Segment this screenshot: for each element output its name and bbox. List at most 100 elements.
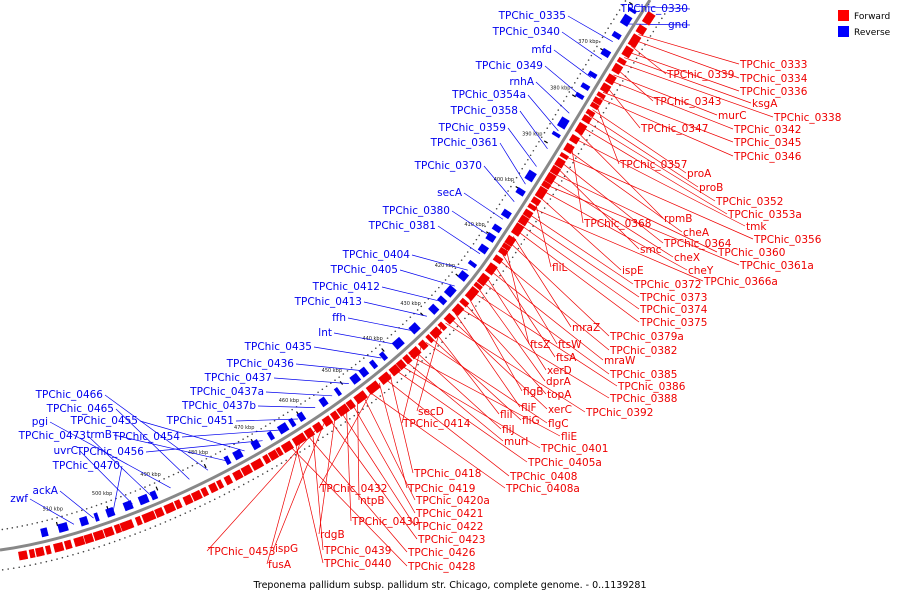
forward-leader-line: [294, 441, 324, 564]
track-dot: [451, 271, 453, 273]
forward-leader-line: [578, 132, 664, 219]
track-dot: [655, 26, 657, 28]
forward-gene-label: TPChic_0368: [583, 218, 651, 230]
reverse-gene-label: TPChic_0340: [492, 26, 560, 38]
track-dot: [464, 317, 466, 320]
reverse-legend-swatch: [838, 26, 849, 37]
forward-leader-line: [546, 184, 740, 266]
forward-leader-line: [289, 445, 408, 567]
track-dot: [204, 503, 206, 505]
forward-leader-line: [346, 407, 352, 522]
forward-gene-arrow: [604, 73, 617, 86]
track-dot: [168, 475, 170, 478]
track-dot: [358, 360, 361, 363]
track-dot: [588, 134, 591, 137]
track-dot: [520, 243, 523, 245]
track-dot: [390, 333, 393, 336]
track-dot: [308, 445, 311, 447]
track-dot: [278, 417, 280, 419]
forward-gene-label: TPChic_0373: [639, 292, 707, 304]
track-dot: [303, 448, 306, 450]
track-dot: [448, 275, 450, 277]
forward-gene-arrow: [134, 515, 143, 526]
forward-gene-arrow: [103, 526, 115, 538]
track-dot: [566, 171, 569, 173]
track-dot: [271, 467, 273, 470]
reverse-gene-arrow: [551, 130, 561, 139]
reverse-gene-arrow: [378, 351, 389, 361]
track-dot: [350, 366, 353, 369]
track-dot: [610, 98, 613, 100]
track-dot: [261, 473, 264, 475]
track-dot: [582, 68, 584, 71]
forward-leader-line: [613, 74, 718, 116]
track-dot: [635, 57, 638, 60]
forward-gene-label: TPChic_0357: [619, 159, 687, 171]
forward-gene-label: TPChic_0418: [413, 468, 481, 480]
forward-gene-arrow: [425, 334, 435, 344]
track-dot: [105, 501, 108, 503]
track-dot: [291, 408, 293, 411]
reverse-gene-label: TPChic_0380: [382, 205, 450, 217]
track-dot: [66, 514, 68, 516]
track-dot: [540, 136, 543, 139]
forward-gene-arrow: [395, 359, 407, 371]
track-dot: [409, 316, 412, 318]
forward-gene-label: TPChic_0419: [407, 483, 475, 495]
reverse-gene-arrow: [515, 187, 526, 197]
reverse-gene-label: ackA: [33, 485, 59, 497]
reverse-leader-line: [113, 434, 227, 462]
reverse-leader-line: [87, 435, 152, 497]
track-dot: [613, 93, 616, 96]
forward-gene-label: topA: [547, 389, 572, 401]
track-dot: [276, 465, 278, 467]
reverse-leader-line: [507, 127, 537, 167]
reverse-gene-arrow: [122, 500, 134, 512]
track-dot: [308, 397, 311, 399]
reverse-leader-line: [399, 269, 455, 287]
track-dot: [334, 379, 336, 381]
forward-leader-line: [524, 219, 640, 298]
forward-leader-line: [599, 97, 734, 157]
forward-gene-arrow: [568, 133, 581, 145]
reverse-leader-line: [437, 225, 481, 255]
reverse-leader-line: [483, 165, 515, 202]
forward-gene-label: TPChic_0421: [415, 508, 483, 520]
forward-gene-label: murI: [504, 436, 528, 448]
track-dot: [510, 185, 512, 188]
forward-gene-arrow: [240, 464, 254, 477]
reverse-legend-label: Reverse: [854, 28, 891, 38]
track-dot: [129, 535, 131, 537]
forward-gene-arrow: [208, 482, 219, 494]
forward-leader-line: [394, 369, 528, 463]
forward-gene-arrow: [459, 297, 470, 308]
forward-gene-arrow: [280, 440, 295, 454]
track-dot: [108, 542, 111, 545]
track-dot: [139, 488, 141, 490]
forward-gene-arrow: [353, 390, 368, 405]
forward-gene-label: TPChic_0414: [402, 418, 471, 430]
track-dot: [417, 363, 419, 366]
forward-gene-label: cheX: [674, 252, 700, 264]
forward-gene-label: TPChic_0361a: [739, 260, 814, 272]
track-dot: [546, 127, 549, 130]
forward-gene-label: TPChic_0423: [417, 534, 485, 546]
reverse-gene-label: TPChic_0437a: [189, 386, 264, 398]
reverse-leader-line: [112, 465, 123, 512]
track-dot: [499, 274, 501, 277]
reverse-gene-arrow: [491, 223, 503, 234]
forward-leader-line: [497, 258, 610, 351]
forward-gene-arrow: [484, 262, 498, 276]
forward-leader-line: [501, 253, 558, 345]
forward-leader-line: [489, 270, 604, 361]
reverse-leader-line: [49, 421, 171, 489]
track-dot: [618, 9, 621, 11]
track-dot: [607, 27, 609, 30]
forward-gene-label: TPChic_0408a: [505, 483, 580, 495]
track-dot: [340, 424, 342, 426]
forward-gene-label: cheA: [683, 227, 710, 239]
track-dot: [452, 329, 455, 332]
track-dot: [431, 294, 433, 296]
reverse-gene-arrow: [467, 259, 478, 269]
